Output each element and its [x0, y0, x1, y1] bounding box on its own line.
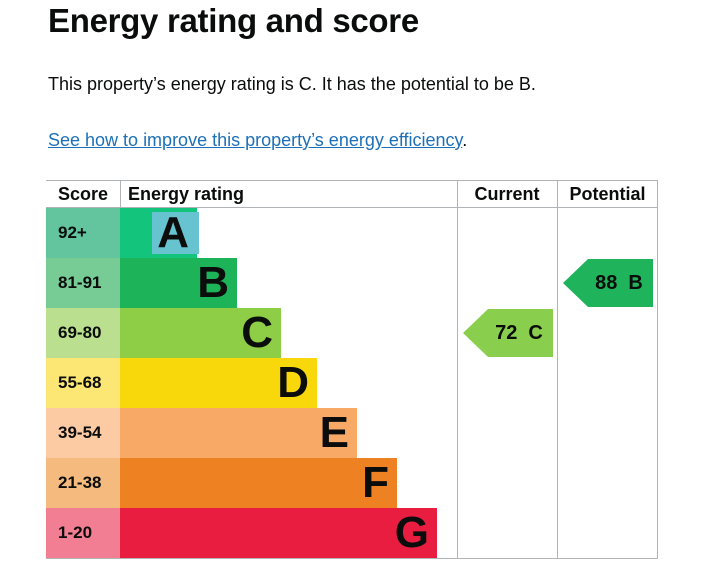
band-row-c: 69-80 C [46, 308, 437, 358]
band-row-b: 81-91 B [46, 258, 437, 308]
header-divider-score-energy [120, 181, 121, 208]
score-range-label: 1-20 [46, 508, 120, 558]
score-range-label: 81-91 [46, 258, 120, 308]
score-range-label: 69-80 [46, 308, 120, 358]
score-range-label: 55-68 [46, 358, 120, 408]
band-rows: 92+ A 81-91 B 69-80 C 55-68 D 39-54 E 21-38 F 1-20 G [46, 208, 437, 558]
chart-header-row: Score Energy rating Current Potential [46, 181, 658, 208]
band-letter-selection-highlight [152, 212, 199, 254]
column-header-energy-rating: Energy rating [128, 184, 245, 204]
potential-rating-arrow: 88 B [563, 259, 653, 307]
band-letter: G [394, 508, 429, 557]
column-header-current: Current [474, 184, 540, 204]
column-divider-energy-current [457, 181, 458, 558]
page-title: Energy rating and score [48, 2, 419, 39]
band-letter: C [241, 308, 273, 357]
band-row-d: 55-68 D [46, 358, 437, 408]
band-bar-e: E [120, 408, 357, 458]
band-letter: D [277, 358, 309, 407]
band-bar-b: B [120, 258, 237, 308]
band-letter: A [157, 208, 189, 257]
column-header-potential: Potential [569, 184, 646, 204]
improve-efficiency-link[interactable]: See how to improve this property’s energ… [48, 130, 463, 150]
potential-band-letter: B [628, 271, 643, 294]
score-range-label: 92+ [46, 208, 120, 258]
current-band-letter: C [528, 321, 543, 344]
score-range-label: 21-38 [46, 458, 120, 508]
current-score-value: 72 [495, 321, 518, 344]
band-row-e: 39-54 E [46, 408, 437, 458]
band-bar-d: D [120, 358, 317, 408]
rating-summary-text: This property’s energy rating is C. It h… [48, 74, 536, 94]
potential-score-value: 88 [595, 271, 618, 294]
band-bar-a: A [120, 208, 199, 258]
current-rating-arrow: 72 C [463, 309, 553, 357]
band-letter: F [362, 458, 389, 507]
chart-right-border [657, 181, 658, 558]
score-range-label: 39-54 [46, 408, 120, 458]
band-row-f: 21-38 F [46, 458, 437, 508]
band-letter: E [319, 408, 349, 457]
band-row-g: 1-20 G [46, 508, 437, 558]
column-header-score: Score [57, 184, 109, 204]
link-suffix: . [462, 130, 468, 150]
band-bar-g: G [120, 508, 437, 558]
column-divider-current-potential [557, 181, 558, 558]
band-row-a: 92+ A [46, 208, 437, 258]
band-bar-f: F [120, 458, 397, 508]
band-letter: B [197, 258, 229, 307]
improve-efficiency-link-line: See how to improve this property’s energ… [48, 129, 467, 151]
epc-rating-chart: Score Energy rating Current Potential 92… [46, 180, 658, 559]
band-bar-c: C [120, 308, 281, 358]
